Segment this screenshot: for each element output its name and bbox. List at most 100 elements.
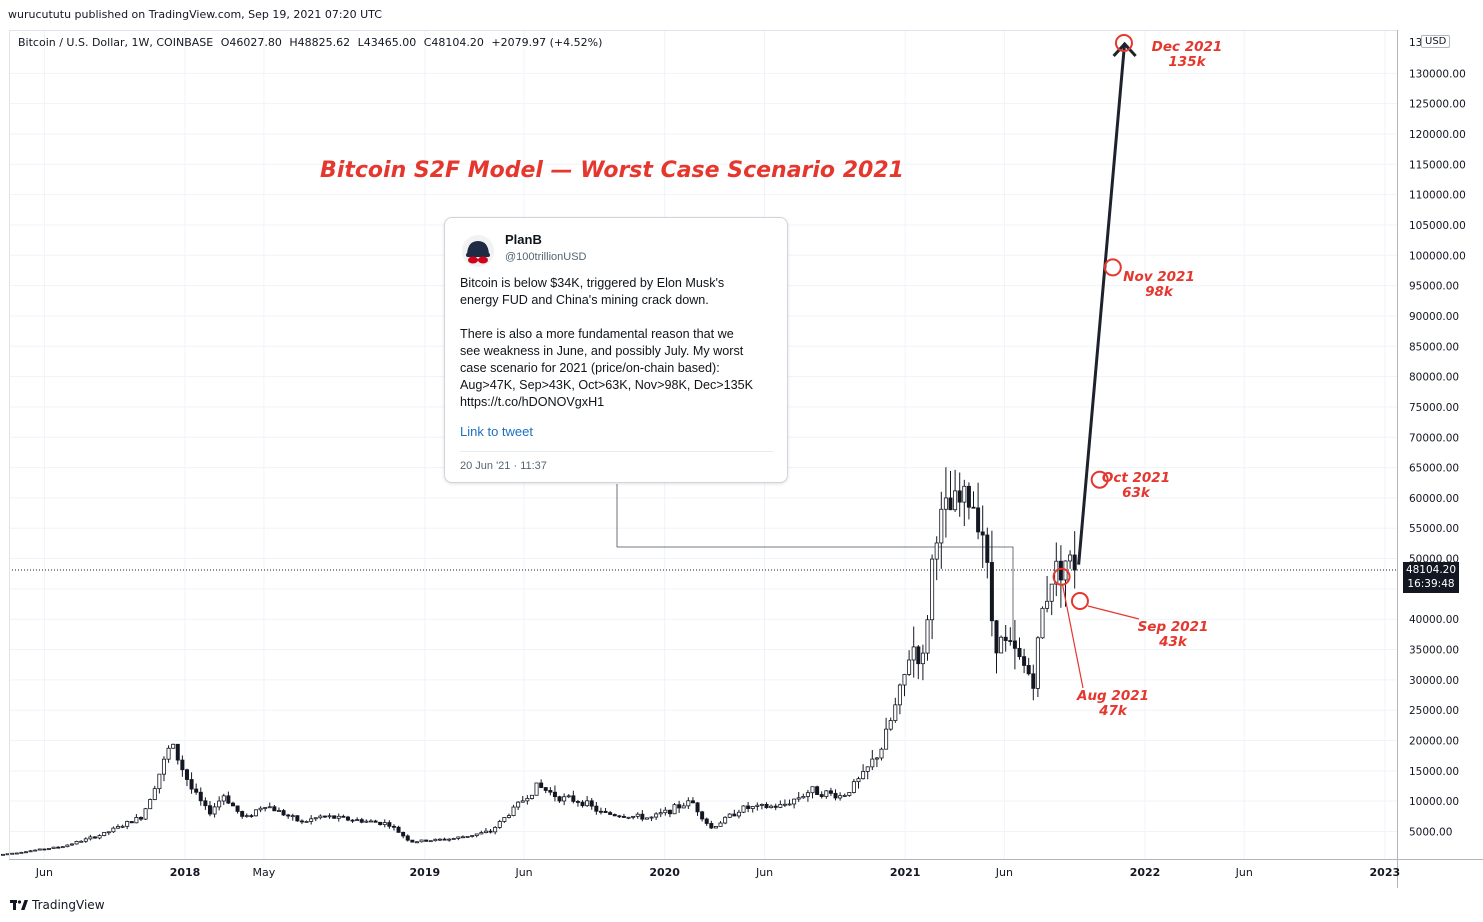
projection-arrowhead [1112,41,1137,58]
candle-up [787,803,792,806]
candle-down [985,534,990,563]
candle-up [962,485,967,503]
candle-up [888,720,893,730]
candle-up [74,841,79,845]
candle-down [612,814,617,817]
candle-up [847,792,852,796]
candle-up [520,800,525,803]
candle-down [373,820,378,823]
candle-down [589,800,594,807]
candle-down [341,815,346,818]
candle-down [539,782,544,788]
symbol-legend: Bitcoin / U.S. Dollar, 1W, COINBASE O460… [18,36,606,49]
candle-down [138,817,143,820]
candle-up [97,835,102,839]
candle-down [1012,640,1017,649]
candle-down [488,830,493,833]
ohlc-change: +2079.97 (+4.52%) [491,36,603,49]
candle-down [621,816,626,818]
avatar[interactable] [462,235,494,267]
tweet-date: 20 Jun '21 · 11:37 [460,460,547,472]
candle-down [690,800,695,804]
candle-up [368,820,373,823]
candle-up [769,805,774,809]
candle-up [824,790,829,797]
candle-down [405,835,410,841]
candle-down [598,810,603,813]
embedded-tweet-card: PlanB @100trillionUSD Bitcoin is below $… [444,217,788,483]
candle-up [911,646,916,661]
candle-down [971,506,976,509]
candle-down [1003,636,1008,641]
bar-countdown: 16:39:48 [1407,578,1455,590]
candle-up [217,800,222,808]
candle-down [322,815,327,818]
last-price-value: 48104.20 [1405,564,1457,576]
candle-down [42,848,47,851]
candle-up [1049,583,1054,602]
candle-up [19,851,24,854]
candle-up [681,805,686,809]
candle-up [267,806,272,809]
candle-up [999,636,1004,654]
candle-up [626,816,631,819]
candle-down [92,836,97,839]
tweet-author-handle[interactable]: @100trillionUSD [505,251,587,263]
tradingview-brand[interactable]: TradingView [10,898,105,912]
candle-up [465,836,470,838]
projection-line [1077,42,1127,565]
target-value-label: 98k [1145,284,1174,300]
candle-up [65,844,70,848]
candle-down [966,485,971,508]
candle-up [493,827,498,833]
published-info: wurucututu published on TradingView.com,… [8,8,382,21]
time-axis[interactable] [9,859,1397,888]
candle-up [644,817,649,820]
candle-down [184,769,189,780]
candle-up [483,830,488,834]
candle-up [134,817,139,824]
candle-up [313,817,318,820]
candle-up [460,836,465,839]
candle-down [286,814,291,817]
target-month-label: Aug 2021 [1076,688,1149,704]
tweet-author-name[interactable]: PlanB [505,232,542,247]
candle-up [534,782,539,796]
candle-down [295,815,300,822]
tweet-text: Bitcoin is below $34K, triggered by Elon… [460,276,754,409]
candle-down [695,802,700,813]
candle-up [451,838,456,840]
publish-header: wurucututu published on TradingView.com,… [0,0,1483,30]
candle-up [28,850,33,853]
price-axis[interactable] [1397,30,1483,859]
candle-down [391,825,396,828]
currency-badge[interactable]: USD [1421,35,1451,48]
candle-up [782,803,787,806]
candle-up [336,815,341,819]
candle-up [161,758,166,775]
target-circle [1090,470,1109,489]
target-circle [1114,34,1133,52]
candle-up [810,786,815,794]
candle-up [865,766,870,772]
candle-up [511,806,516,816]
candle-down [1017,647,1022,658]
candle-up [1035,637,1040,689]
candle-down [828,790,833,794]
candle-down [281,810,286,816]
candle-up [437,838,442,841]
candle-up [585,800,590,807]
chart-title: Bitcoin S2F Model — Worst Case Scenario … [320,158,904,183]
candle-up [897,684,902,706]
candle-up [842,795,847,797]
candle-up [874,757,879,760]
candle-down [387,822,392,827]
candle-up [953,490,958,511]
candle-up [5,853,10,856]
candle-down [948,497,953,511]
candle-up [102,832,107,836]
candle-up [741,805,746,813]
target-leader [1087,605,1140,620]
link-to-tweet[interactable]: Link to tweet [460,424,533,439]
